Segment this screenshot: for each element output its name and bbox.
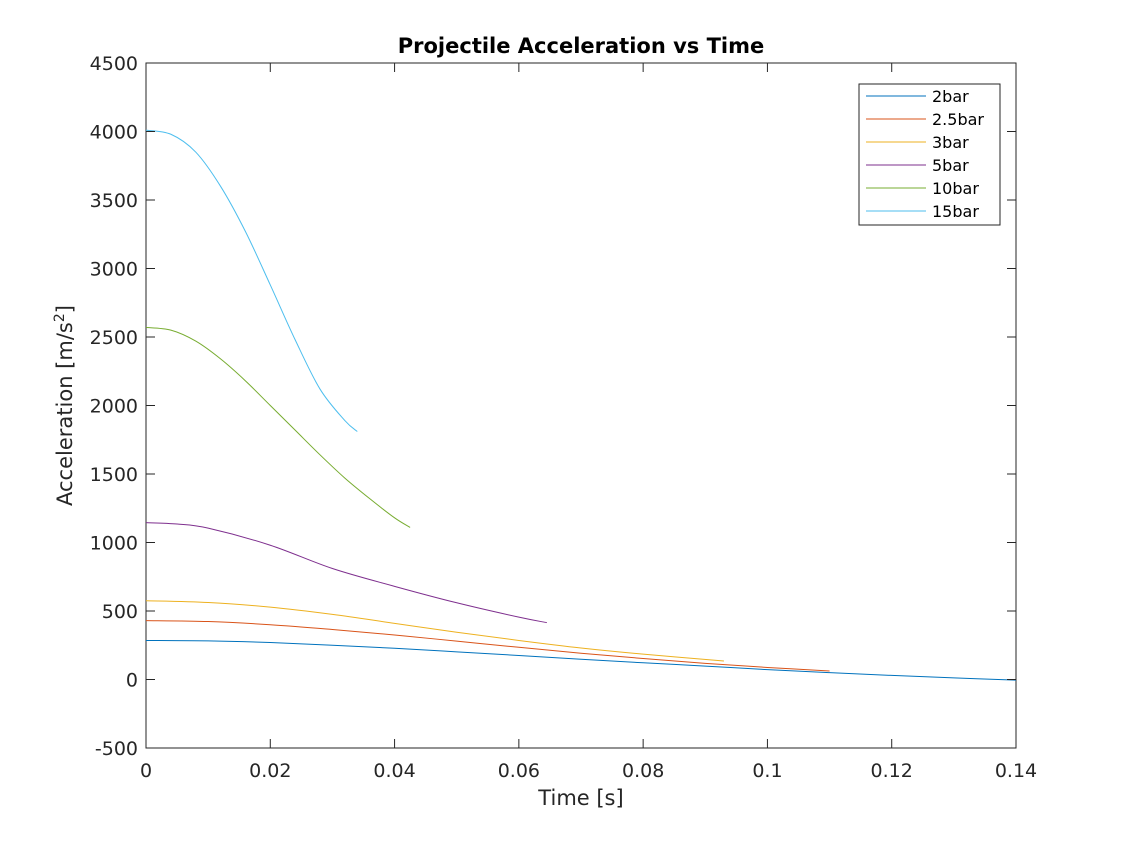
series-line-2-5bar [145,620,830,672]
x-tick-label: 0.14 [995,760,1037,782]
y-tick-label: 1000 [90,533,138,555]
legend-item: 3bar [866,133,969,152]
legend-item: 2bar [866,87,969,106]
legend-box [858,83,1001,226]
y-tick-label: 2000 [90,396,138,418]
legend-label: 2bar [932,87,969,106]
x-tick-label: 0.02 [249,760,291,782]
x-tick-label: 0.04 [373,760,415,782]
x-tick-label: 0.08 [622,760,664,782]
y-axis-label-end: ] [53,305,77,313]
legend-label: 15bar [932,202,979,221]
series-line-15bar [145,129,358,432]
legend-label: 10bar [932,179,979,198]
legend-label: 3bar [932,133,969,152]
y-tick-label: 1500 [90,464,138,486]
legend-item: 15bar [866,202,979,221]
legend-item: 2.5bar [866,110,984,129]
legend-label: 2.5bar [932,110,984,129]
axis-ticks: 0 0.02 0.04 0.06 0.08 0.1 0.12 0.14-50005001000… [90,53,1038,782]
legend-label: 5bar [932,156,969,175]
series-line-10bar [145,326,411,528]
y-tick-label: 4500 [90,53,138,75]
y-tick-label: 2500 [90,327,138,349]
legend: 2bar 2.5bar 3bar 5bar 10bar 15bar [858,83,1001,226]
x-tick-label: 0.06 [498,760,540,782]
x-tick-label: 0.1 [752,760,782,782]
x-axis-label: Time [s] [537,786,623,810]
y-tick-label: -500 [95,738,138,760]
legend-item: 10bar [866,179,979,198]
y-tick-label: 0 [126,670,138,692]
series-line-2bar [145,639,1017,681]
x-tick-label: 0 [140,760,152,782]
y-axis-label: Acceleration [m/s2] [52,305,77,506]
chart-title: Projectile Acceleration vs Time [398,34,765,58]
y-tick-label: 3000 [90,259,138,281]
y-tick-label: 500 [102,601,138,623]
x-tick-label: 0.12 [871,760,913,782]
legend-item: 5bar [866,156,969,175]
series-line-5bar [145,522,547,624]
y-axis-label-superscript: 2 [52,313,68,322]
y-tick-label: 3500 [90,190,138,212]
y-tick-label: 4000 [90,122,138,144]
series-lines [145,129,1017,681]
series-line-3bar [145,600,724,662]
y-axis-label-main: Acceleration [m/s [53,322,77,506]
